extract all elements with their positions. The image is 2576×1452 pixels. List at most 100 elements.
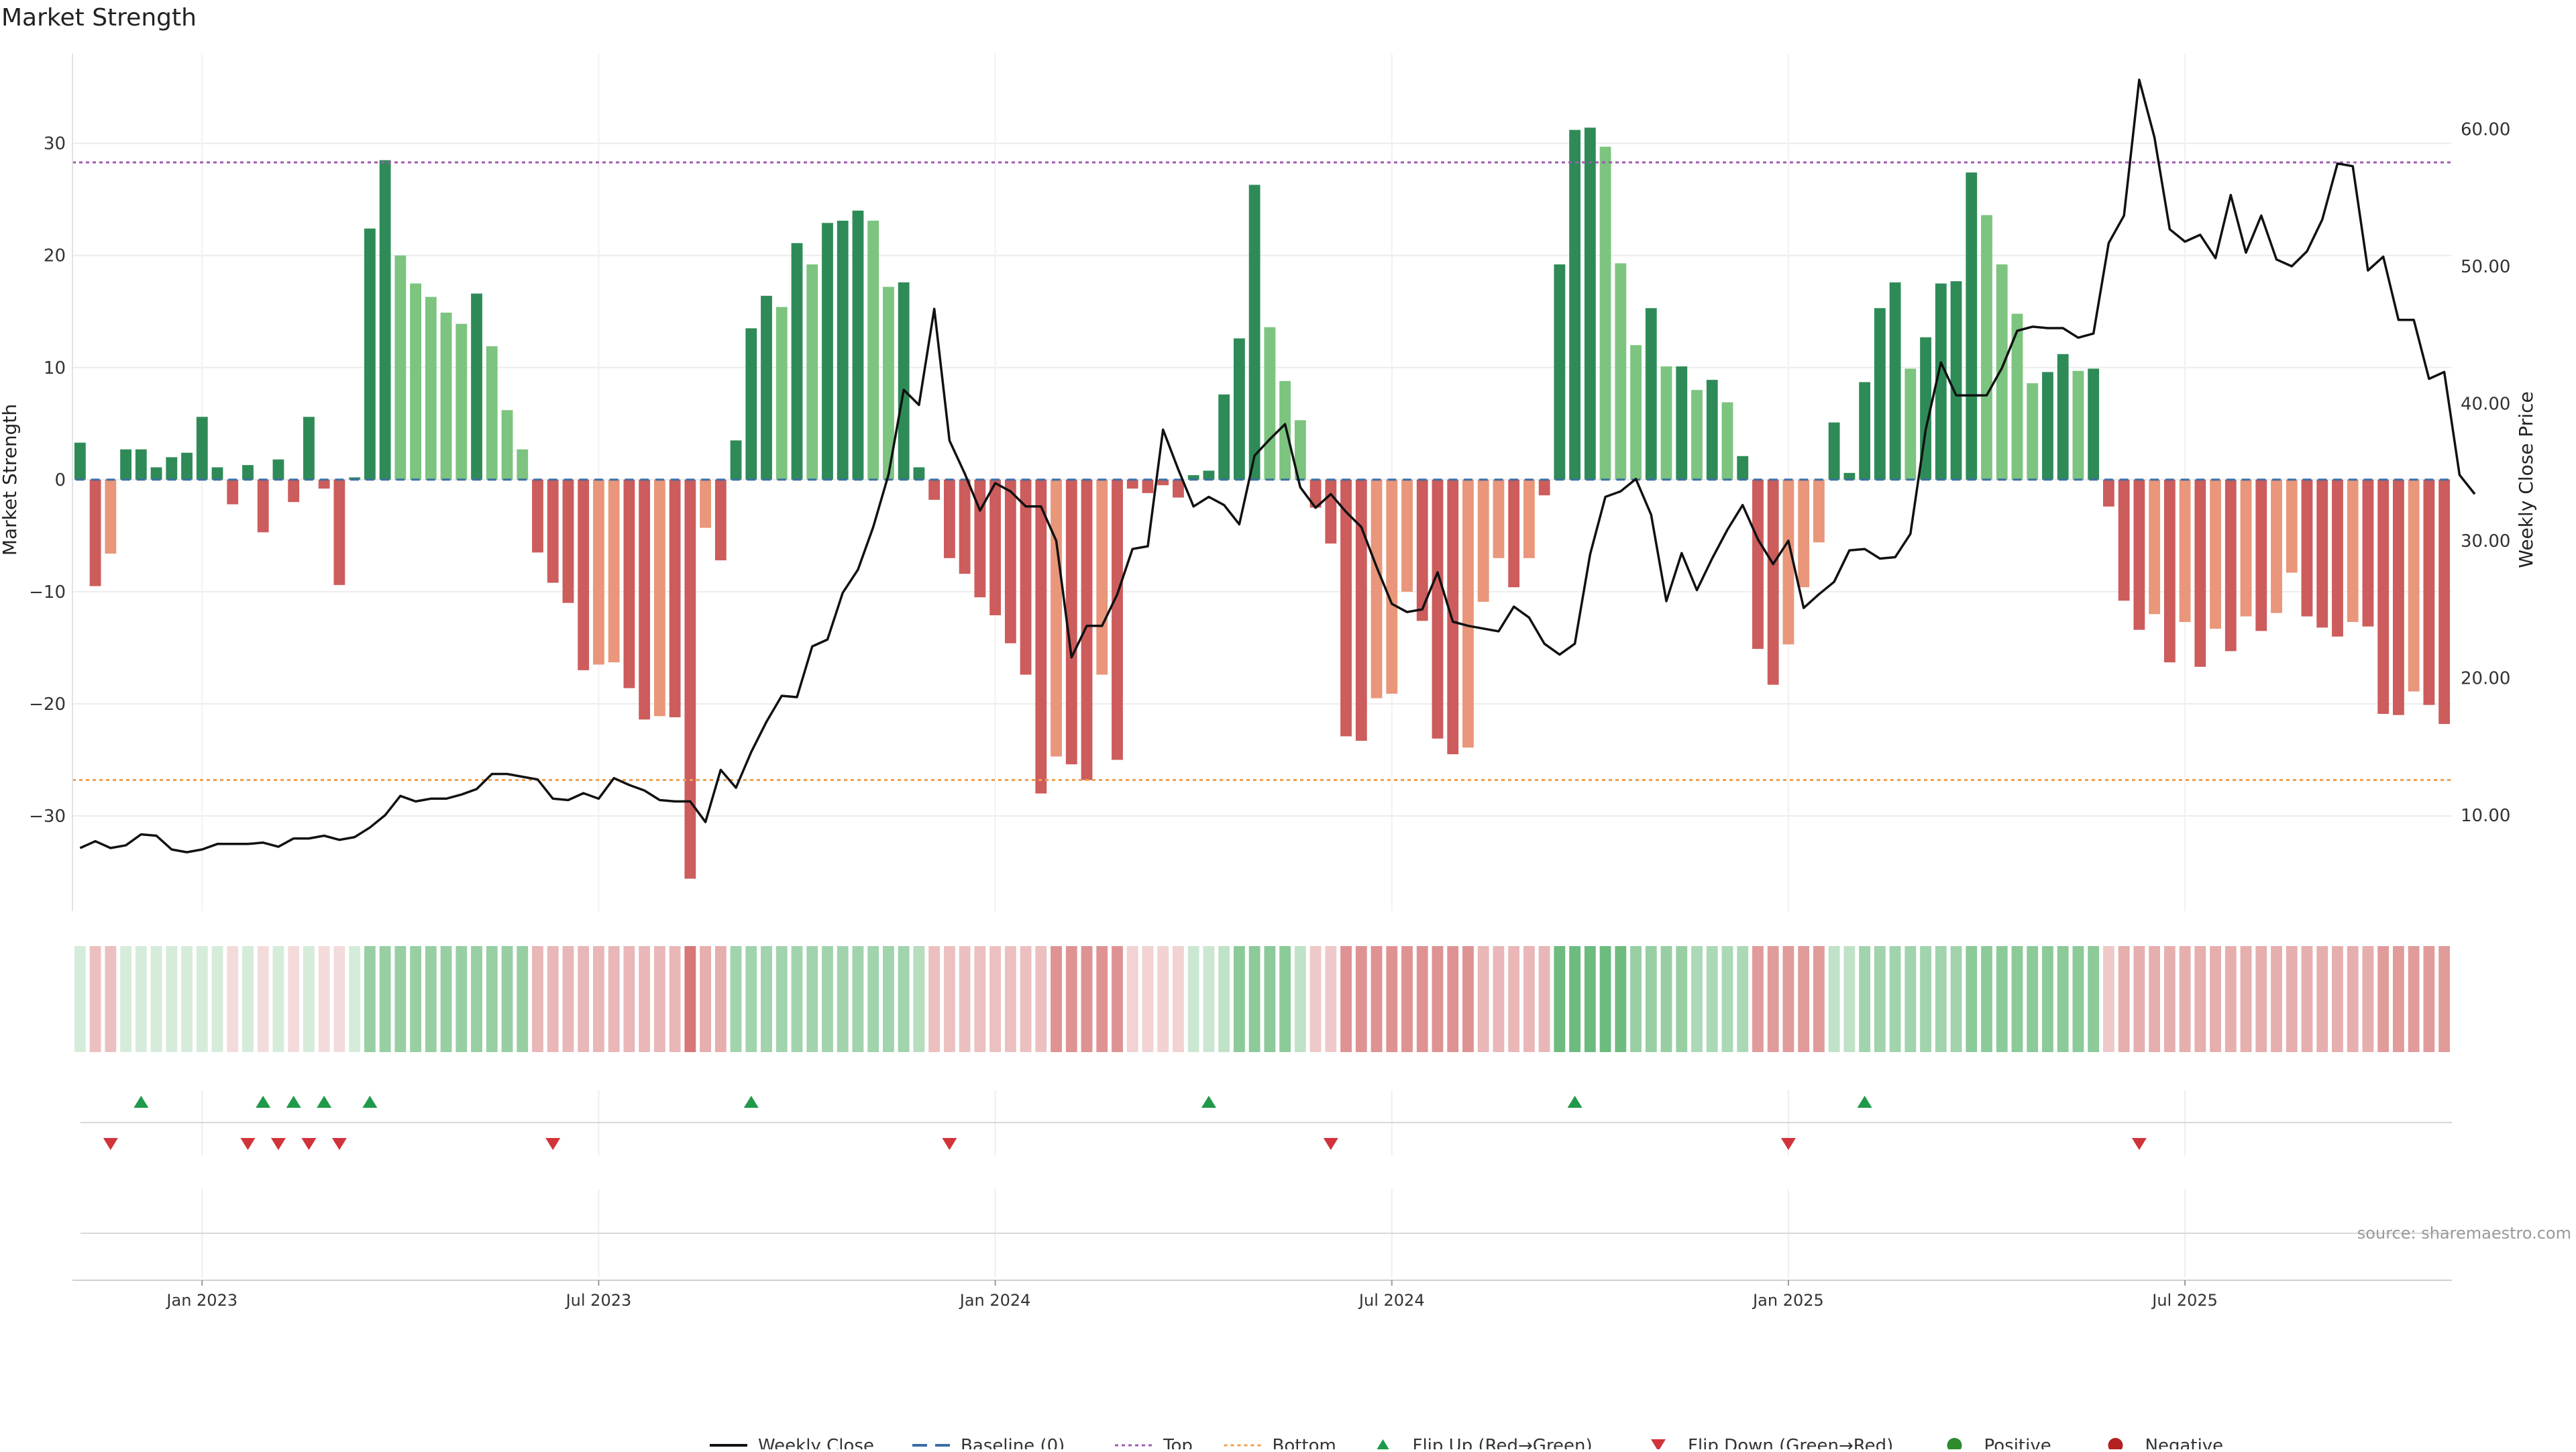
strip-cell	[1630, 946, 1642, 1052]
strength-bar	[2393, 479, 2404, 715]
strength-bar	[608, 479, 620, 663]
strip-cell	[242, 946, 254, 1052]
strip-cell	[2011, 946, 2023, 1052]
strength-bar	[1645, 308, 1657, 480]
strength-bar	[1828, 422, 1840, 480]
strip-cell	[2332, 946, 2343, 1052]
strength-bar	[1813, 479, 1825, 543]
strength-bar	[913, 467, 925, 480]
strength-bar	[1340, 479, 1352, 737]
strength-bar	[2408, 479, 2420, 692]
strength-bar	[2224, 479, 2237, 652]
strength-bar	[928, 479, 941, 500]
x-tick-label: Jan 2024	[959, 1291, 1031, 1310]
strip-cell	[775, 946, 788, 1052]
strip-cell	[394, 946, 407, 1052]
strip-cell	[1248, 946, 1260, 1052]
strip-cell	[1309, 946, 1322, 1052]
strength-bar	[181, 452, 193, 480]
x-tick-label: Jan 2025	[1752, 1291, 1824, 1310]
strength-bar	[2240, 479, 2252, 617]
strip-cell	[2316, 946, 2328, 1052]
strip-cell	[440, 946, 452, 1052]
legend-swatch-flip-down	[1651, 1439, 1666, 1451]
strip-cell	[1782, 946, 1794, 1052]
strip-cell	[2271, 946, 2282, 1052]
strength-bar	[1051, 479, 1062, 757]
strength-bar	[1676, 366, 1688, 480]
strength-bar	[1493, 479, 1505, 558]
strip-cell	[2042, 946, 2053, 1052]
strip-cell	[2149, 946, 2161, 1052]
x-tick-label: Jul 2025	[2151, 1291, 2218, 1310]
strip-cell	[2194, 946, 2206, 1052]
strip-cell	[517, 946, 529, 1052]
strength-bar	[1294, 420, 1306, 480]
strip-cell	[1096, 946, 1108, 1052]
flip-up-marker	[286, 1096, 301, 1108]
strip-cell	[1721, 946, 1733, 1052]
strength-bar	[974, 479, 986, 598]
x-tick-label: Jul 2024	[1358, 1291, 1425, 1310]
flip-up-marker	[1201, 1096, 1216, 1108]
strip-cell	[2103, 946, 2114, 1052]
strength-bar	[2286, 479, 2298, 573]
strip-cell	[1355, 946, 1367, 1052]
flip-down-marker	[545, 1138, 561, 1150]
strip-cell	[2301, 946, 2313, 1052]
legend-swatch-flip-up	[1375, 1439, 1391, 1451]
strip-cell	[379, 946, 391, 1052]
strength-bar	[1126, 479, 1138, 489]
strip-cell	[1218, 946, 1230, 1052]
strength-bar	[288, 479, 300, 503]
strip-cell	[1935, 946, 1947, 1052]
flip-up-marker	[256, 1096, 271, 1108]
strip-cell	[181, 946, 193, 1052]
strength-bar	[2163, 479, 2176, 663]
strip-cell	[1386, 946, 1398, 1052]
strength-bar	[1187, 475, 1199, 480]
strip-cell	[227, 946, 239, 1052]
flip-down-marker	[1780, 1138, 1796, 1150]
strength-bar	[1782, 479, 1794, 645]
strength-bar	[517, 449, 529, 480]
strip-cell	[562, 946, 574, 1052]
strength-bar	[989, 479, 1002, 615]
strength-bars	[74, 127, 2451, 879]
strength-bar	[1157, 479, 1169, 486]
strip-cell	[806, 946, 818, 1052]
strength-bar	[318, 479, 330, 489]
y2-tick-label: 40.00	[2461, 394, 2510, 414]
strip-cell	[1996, 946, 2008, 1052]
legend-swatch-negative	[2108, 1438, 2123, 1452]
strength-bar	[471, 293, 482, 480]
strip-cell	[2240, 946, 2252, 1052]
strip-cell	[1325, 946, 1337, 1052]
y2-tick-label: 30.00	[2461, 531, 2510, 552]
strip-cell	[714, 946, 727, 1052]
strength-bar	[1569, 129, 1581, 480]
strength-bar	[1447, 479, 1459, 755]
strength-bar	[257, 479, 269, 533]
strength-bar	[943, 479, 955, 558]
strength-bar	[150, 467, 162, 480]
strength-bar	[1432, 479, 1444, 739]
strip-cell	[1126, 946, 1138, 1052]
strength-bar	[653, 479, 665, 717]
strength-bar	[2133, 479, 2145, 630]
strength-bar	[89, 479, 101, 586]
strip-cell	[1920, 946, 1931, 1052]
strength-bar	[898, 282, 910, 480]
strip-cell	[1889, 946, 1901, 1052]
strip-cell	[1264, 946, 1276, 1052]
strip-cell	[883, 946, 894, 1052]
strip-cell	[1112, 946, 1123, 1052]
strength-bar	[867, 220, 879, 480]
y2-tick-label: 20.00	[2461, 668, 2510, 688]
strength-bar	[455, 323, 468, 480]
strength-bar	[2347, 479, 2359, 622]
strip-cell	[2027, 946, 2039, 1052]
y-axis-label: Market Strength	[0, 404, 21, 556]
